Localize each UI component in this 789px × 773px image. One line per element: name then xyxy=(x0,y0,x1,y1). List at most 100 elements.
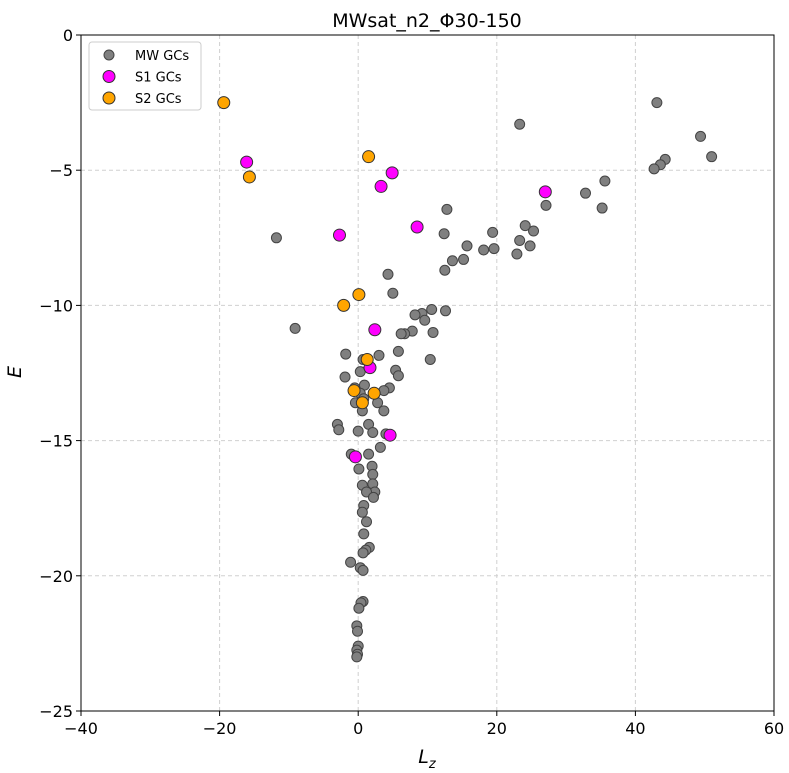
mw-gcs-point xyxy=(438,228,450,240)
mw-gcs-point xyxy=(361,516,373,528)
mw-gcs-point xyxy=(424,353,436,365)
x-axis-ticks: −40 −20 0 20 40 60 xyxy=(64,711,784,738)
s2-gcs-point xyxy=(360,352,374,366)
mw-gcs-point xyxy=(426,303,438,315)
mw-gcs-point xyxy=(524,240,536,252)
mw-gcs-point xyxy=(353,463,365,475)
x-axis-label-sub: z xyxy=(428,757,437,772)
y-axis-label: E xyxy=(4,366,26,378)
x-tick-label: 20 xyxy=(487,719,507,738)
mw-gcs-point xyxy=(440,305,452,317)
mw-gcs-point xyxy=(392,345,404,357)
s2-gcs-point xyxy=(347,384,361,398)
mw-gcs-point xyxy=(289,322,301,334)
mw-gcs-point xyxy=(419,314,431,326)
x-tick-label: 0 xyxy=(353,719,363,738)
mw-gcs-point xyxy=(446,255,458,267)
s1-gcs-point xyxy=(383,428,397,442)
mw-gcs-point xyxy=(351,651,363,663)
s1-gcs-point xyxy=(538,185,552,199)
mw-gcs-point xyxy=(345,556,357,568)
s2-gcs-point xyxy=(355,396,369,410)
legend-marker-mw-gcs xyxy=(103,49,115,61)
legend-box xyxy=(88,41,202,111)
mw-gcs-point xyxy=(352,625,364,637)
mw-gcs-point xyxy=(706,151,718,163)
mw-gcs-point xyxy=(596,202,608,214)
y-axis-ticks: 0 −5 −10 −15 −20 −25 xyxy=(39,26,81,721)
legend-label-s2-gcs: S2 GCs xyxy=(135,92,182,107)
mw-gcs-point xyxy=(367,468,379,480)
mw-gcs-point xyxy=(487,226,499,238)
mw-gcs-point xyxy=(540,199,552,211)
mw-gcs-point xyxy=(511,248,523,260)
mw-gcs-point xyxy=(353,602,365,614)
x-tick-label: −40 xyxy=(64,719,98,738)
mw-gcs-point xyxy=(651,97,663,109)
s1-gcs-point xyxy=(374,179,388,193)
mw-gcs-point xyxy=(358,528,370,540)
mw-gcs-point xyxy=(378,405,390,417)
mw-gcs-point xyxy=(441,203,453,215)
mw-gcs-point xyxy=(373,349,385,361)
y-tick-label: 0 xyxy=(63,26,73,45)
s2-gcs-point xyxy=(352,288,366,302)
mw-gcs-point xyxy=(439,264,451,276)
mw-gcs-point xyxy=(356,506,368,518)
x-tick-label: 60 xyxy=(764,719,784,738)
mw-gcs-point xyxy=(333,424,345,436)
x-axis-label-main: L xyxy=(418,746,429,768)
s1-gcs-point xyxy=(348,450,362,464)
mw-gcs-point xyxy=(514,118,526,130)
mw-gcs-point xyxy=(363,448,375,460)
y-tick-label: −20 xyxy=(39,567,73,586)
data-points xyxy=(217,96,718,663)
mw-gcs-point xyxy=(409,309,421,321)
y-tick-label: −5 xyxy=(49,161,73,180)
mw-gcs-point xyxy=(514,235,526,247)
mw-gcs-point xyxy=(395,328,407,340)
mw-gcs-point xyxy=(427,326,439,338)
x-tick-label: 40 xyxy=(625,719,645,738)
mw-gcs-point xyxy=(392,370,404,382)
legend: MW GCs S1 GCs S2 GCs xyxy=(88,41,202,111)
mw-gcs-point xyxy=(367,491,379,503)
legend-marker-s2-gcs xyxy=(102,91,116,105)
mw-gcs-point xyxy=(478,244,490,256)
mw-gcs-point xyxy=(599,175,611,187)
s2-gcs-point xyxy=(367,386,381,400)
mw-gcs-point xyxy=(339,371,351,383)
y-tick-label: −10 xyxy=(39,296,73,315)
mw-gcs-point xyxy=(461,240,473,252)
mw-gcs-point xyxy=(519,220,531,232)
s2-gcs-point xyxy=(337,298,351,312)
s2-gcs-point xyxy=(242,170,256,184)
x-axis-label: Lz xyxy=(418,746,437,772)
mw-gcs-point xyxy=(270,232,282,244)
s1-gcs-point xyxy=(368,323,382,337)
mw-gcs-point xyxy=(528,225,540,237)
grid-lines xyxy=(80,34,775,712)
s1-gcs-point xyxy=(332,228,346,242)
x-tick-label: −20 xyxy=(203,719,237,738)
mw-gcs-point xyxy=(458,253,470,265)
mw-gcs-point xyxy=(387,287,399,299)
s1-gcs-point xyxy=(240,155,254,169)
plot-frame xyxy=(80,34,775,712)
s1-gcs-point xyxy=(410,220,424,234)
mw-gcs-point xyxy=(382,268,394,280)
mw-gcs-point xyxy=(695,130,707,142)
s2-gcs-point xyxy=(362,150,376,164)
mw-gcs-point xyxy=(374,441,386,453)
s2-gcs-point xyxy=(217,96,231,110)
y-tick-label: −15 xyxy=(39,432,73,451)
mw-gcs-point xyxy=(488,243,500,255)
s1-gcs-point xyxy=(385,166,399,180)
chart-title: MWsat_n2_Φ30-150 xyxy=(332,10,522,32)
mw-gcs-point xyxy=(580,187,592,199)
legend-label-mw-gcs: MW GCs xyxy=(135,49,189,64)
mw-gcs-point xyxy=(357,547,369,559)
legend-marker-s1-gcs xyxy=(102,70,116,83)
mw-gcs-point xyxy=(357,564,369,576)
mw-gcs-point xyxy=(367,426,379,438)
